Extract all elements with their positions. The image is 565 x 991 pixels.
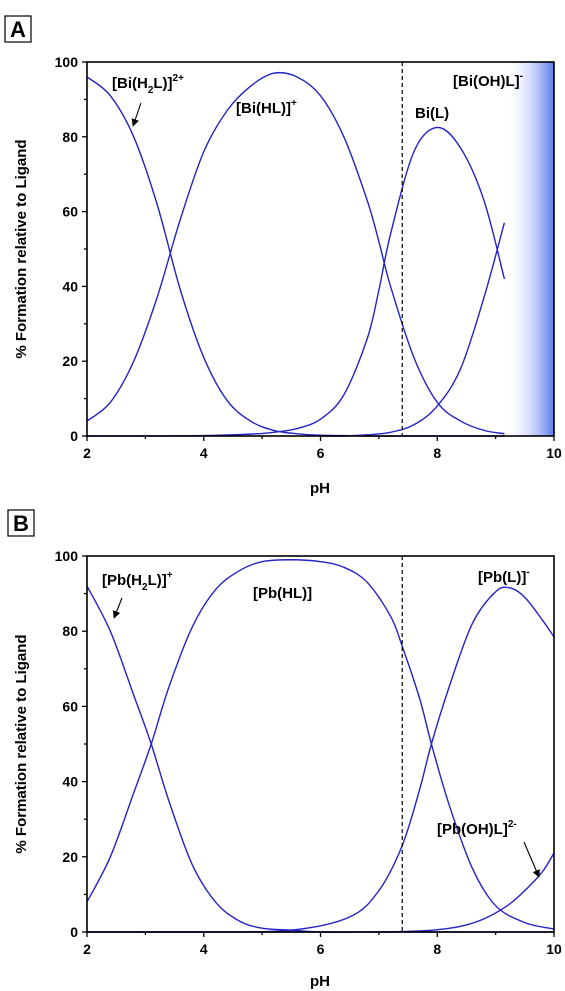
x-tick-label: 10 [546, 941, 562, 957]
panel-b-label-pb-h2l: [Pb(H2L)]+ [102, 570, 173, 593]
panel-a-plot-frame [86, 61, 555, 437]
panel-a-label-bi-l: Bi(L) [415, 105, 449, 122]
panel-a-label-bi-hl: [Bi(HL)]+ [236, 98, 297, 117]
panel-a-arrow-bi-h2l [131, 102, 142, 127]
y-tick-label: 20 [62, 353, 78, 369]
panel-b-ylabel: % Formation relative to Ligand [13, 634, 30, 853]
panel-a-letter-box [4, 15, 32, 43]
panel-a-species-curve-3 [86, 126, 506, 437]
panel-a-shaded-region [504, 62, 554, 436]
y-tick-label: 40 [62, 278, 78, 294]
panel-a-letter: A [10, 17, 26, 42]
y-tick-label: 80 [62, 623, 78, 639]
panel-a-species-curve-1 [86, 76, 505, 437]
panel-b-letter: B [13, 511, 29, 536]
panel-b-plot-frame [86, 555, 555, 933]
panel-b-label-pb-hl: [Pb(HL)] [253, 585, 312, 602]
panel-a-curves [86, 71, 506, 437]
panel-b-curves [86, 559, 555, 933]
panel-b-species-curve-2 [86, 559, 555, 930]
x-tick-label: 8 [433, 941, 441, 957]
y-tick-label: 20 [62, 849, 78, 865]
y-tick-label: 100 [55, 54, 79, 70]
x-tick-label: 2 [83, 941, 91, 957]
panel-b-species-curve-1 [86, 585, 554, 933]
x-tick-label: 4 [200, 445, 208, 461]
panel-b-label-pb-oh-l: [Pb(OH)L]2- [437, 819, 517, 838]
panel-b-species-curve-4 [87, 852, 555, 933]
panel-b-species-curve-3 [86, 586, 555, 933]
y-tick-label: 80 [62, 129, 78, 145]
panel-b-label-pb-l: [Pb(L)]- [478, 567, 530, 586]
panel-a-xlabel: pH [310, 480, 330, 497]
panel-a-label-bi-h2l: [Bi(H2L)]2+ [112, 73, 184, 96]
panel-a-species-curve-2 [86, 71, 505, 435]
y-tick-label: 60 [62, 204, 78, 220]
y-tick-label: 60 [62, 698, 78, 714]
x-tick-label: 6 [317, 941, 325, 957]
panel-b-xlabel: pH [310, 973, 330, 990]
x-tick-label: 2 [83, 445, 91, 461]
y-tick-label: 0 [70, 924, 78, 940]
y-tick-label: 100 [55, 548, 79, 564]
x-tick-label: 6 [317, 445, 325, 461]
panel-a-species-curve-4 [320, 222, 506, 437]
y-tick-label: 40 [62, 774, 78, 790]
x-tick-label: 8 [433, 445, 441, 461]
x-tick-label: 4 [200, 941, 208, 957]
panel-a-ylabel: % Formation relative to Ligand [13, 139, 30, 358]
x-tick-label: 10 [546, 445, 562, 461]
panel-b-arrow-pb-oh-l [523, 841, 540, 878]
y-tick-label: 0 [70, 428, 78, 444]
panel-a-label-bi-oh-l: [Bi(OH)L]- [453, 71, 523, 90]
panel-b-arrow-pb-h2l [112, 597, 123, 619]
panel-b-letter-box [7, 509, 35, 537]
